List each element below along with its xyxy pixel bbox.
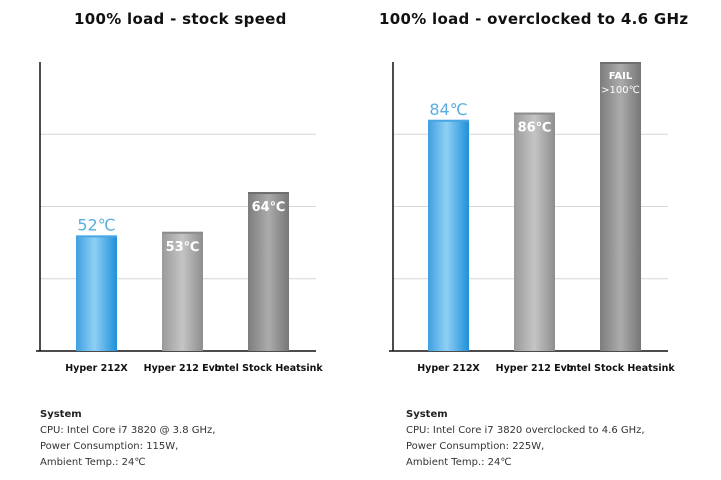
category-label: Intel Stock Heatsink bbox=[214, 363, 323, 374]
value-label: >100℃ bbox=[601, 85, 640, 96]
bar-top-edge bbox=[514, 112, 555, 115]
bar bbox=[514, 112, 555, 351]
system-line: Ambient Temp.: 24℃ bbox=[40, 457, 146, 468]
bar-top-edge bbox=[76, 235, 117, 238]
chart-title-right: 100% load - overclocked to 4.6 GHz bbox=[379, 10, 689, 28]
bar-top-edge bbox=[600, 62, 641, 64]
system-line: Power Consumption: 115W, bbox=[40, 441, 179, 452]
system-info-left: System CPU: Intel Core i7 3820 @ 3.8 GHz… bbox=[40, 407, 215, 471]
bar bbox=[76, 235, 117, 351]
bar bbox=[248, 192, 289, 351]
chart-title-left: 100% load - stock speed bbox=[74, 10, 287, 28]
bar-top-edge bbox=[248, 192, 289, 195]
bar-top-edge bbox=[428, 119, 469, 122]
category-label: Hyper 212X bbox=[417, 363, 480, 374]
bar bbox=[600, 62, 641, 351]
system-line: Power Consumption: 225W, bbox=[406, 441, 545, 452]
category-label: Hyper 212 Evo bbox=[144, 363, 222, 374]
category-label: Hyper 212 Evo bbox=[496, 363, 574, 374]
bar bbox=[428, 119, 469, 351]
bar bbox=[162, 231, 203, 351]
value-label: 64℃ bbox=[252, 200, 286, 215]
value-label: 86℃ bbox=[518, 121, 552, 136]
category-label: Hyper 212X bbox=[65, 363, 128, 374]
system-line: Ambient Temp.: 24℃ bbox=[406, 457, 512, 468]
system-line: CPU: Intel Core i7 3820 @ 3.8 GHz, bbox=[40, 425, 216, 436]
system-heading: System bbox=[40, 409, 82, 420]
system-line: CPU: Intel Core i7 3820 overclocked to 4… bbox=[406, 425, 645, 436]
system-info-right: System CPU: Intel Core i7 3820 overclock… bbox=[406, 407, 645, 471]
value-label: 52℃ bbox=[77, 215, 115, 234]
category-label: Intel Stock Heatsink bbox=[566, 363, 675, 374]
system-heading: System bbox=[406, 409, 448, 420]
value-label: 53℃ bbox=[166, 240, 200, 255]
value-label: FAIL bbox=[609, 71, 633, 82]
value-label: 84℃ bbox=[429, 100, 467, 119]
bar-top-edge bbox=[162, 231, 203, 234]
